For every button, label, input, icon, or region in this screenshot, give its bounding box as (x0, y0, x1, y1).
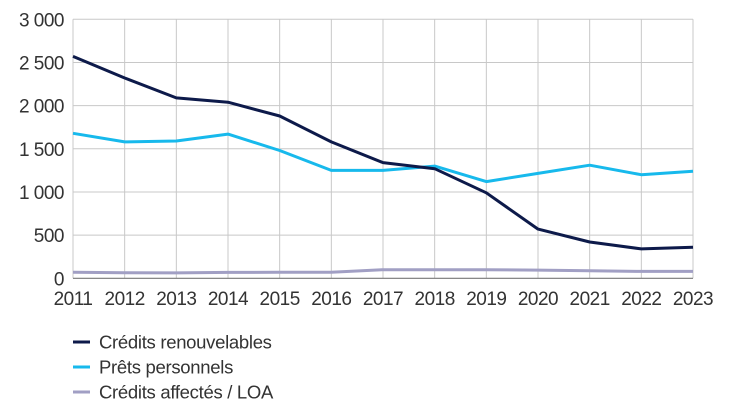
y-axis: 0 500 1 000 1 500 2 000 2 500 3 000 (19, 10, 65, 290)
y-tick-label: 2 500 (19, 53, 64, 74)
x-tick-label: 2023 (673, 289, 713, 310)
grid (72, 18, 694, 279)
legend-label: Crédits affectés / LOA (99, 382, 274, 403)
series-line (72, 131, 694, 184)
y-tick-label: 2 000 (19, 97, 64, 118)
x-tick-label: 2018 (415, 289, 455, 310)
x-tick-label: 2015 (260, 289, 300, 310)
y-tick-label: 3 000 (19, 10, 64, 31)
series-lines (72, 55, 694, 275)
y-tick-label: 0 (54, 269, 64, 290)
x-tick-label: 2021 (570, 289, 610, 310)
x-tick-label: 2013 (156, 289, 196, 310)
legend-item: Crédits renouvelables (73, 332, 272, 353)
x-tick-label: 2012 (105, 289, 145, 310)
legend-item: Prêts personnels (73, 357, 233, 378)
x-axis: 2011 2012 2013 2014 2015 2016 2017 2018 2019 2020… (54, 289, 714, 310)
x-tick-label: 2022 (621, 289, 661, 310)
x-tick-label: 2019 (466, 289, 506, 310)
x-tick-label: 2016 (311, 289, 351, 310)
legend-item: Crédits affectés / LOA (73, 382, 274, 403)
x-tick-label: 2011 (54, 289, 93, 310)
y-tick-label: 1 000 (19, 183, 64, 204)
x-tick-label: 2014 (208, 289, 249, 310)
x-tick-label: 2017 (363, 289, 403, 310)
legend-label: Prêts personnels (99, 357, 233, 378)
y-tick-label: 1 500 (19, 140, 64, 161)
legend: Crédits renouvelables Prêts personnels Cré… (73, 332, 274, 403)
series-line (72, 55, 694, 251)
x-tick-label: 2020 (518, 289, 558, 310)
legend-label: Crédits renouvelables (99, 332, 272, 353)
series-line (72, 268, 693, 275)
y-tick-label: 500 (34, 226, 64, 247)
